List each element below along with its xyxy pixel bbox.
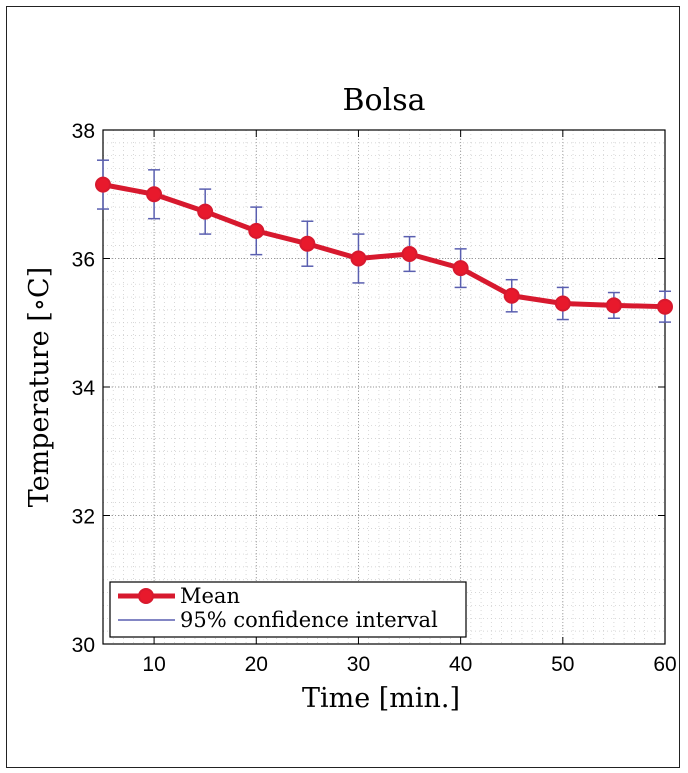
axis-tick-labels: 10 20 30 40 50 60 30 32 34 36 38 [72,120,677,676]
mean-point [657,298,673,315]
axis-ticks [103,129,666,645]
mean-line [102,182,666,310]
mean-point [146,186,163,203]
mean-point [350,250,367,267]
mean-point [95,176,111,193]
chart-title: Bolsa [343,83,426,118]
x-tick-label: 10 [142,653,165,676]
mean-point [248,222,265,239]
y-tick-label: 30 [72,634,95,657]
x-tick-label: 40 [449,653,472,676]
x-tick-label: 60 [653,653,676,676]
mean-point [503,287,520,304]
confidence-intervals [97,159,671,323]
mean-point [197,203,214,220]
legend-mean-marker [138,588,154,604]
y-tick-label: 38 [72,120,95,143]
mean-point [299,235,316,252]
x-tick-label: 20 [245,653,268,676]
legend: Mean 95% confidence interval [109,581,467,638]
mean-point [401,246,418,263]
legend-mean-label: Mean [180,584,240,608]
y-axis-label: Temperature [∘C] [24,267,55,507]
mean-point [605,297,622,314]
mean-point [452,260,469,277]
legend-ci-label: 95% confidence interval [180,608,438,632]
x-tick-label: 50 [551,653,574,676]
y-tick-label: 32 [72,506,95,529]
y-tick-label: 34 [72,377,96,400]
y-tick-label: 36 [72,249,95,272]
x-tick-label: 30 [347,653,370,676]
mean-point [554,295,571,312]
series-layer [95,176,673,315]
legend-box [109,581,467,638]
x-axis-label: Time [min.] [302,683,460,714]
